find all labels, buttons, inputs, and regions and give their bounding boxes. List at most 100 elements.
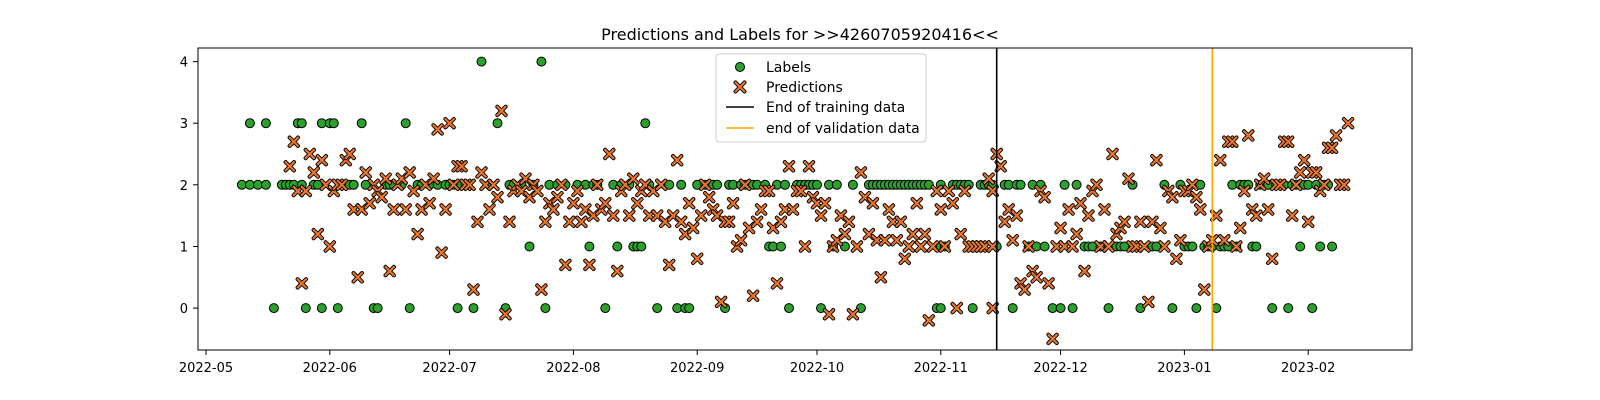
label-point [1295, 241, 1306, 252]
label-point [1119, 241, 1130, 252]
prediction-point [1341, 117, 1355, 130]
prediction-marker-fill [1274, 179, 1286, 191]
prediction-marker-fill [532, 185, 543, 197]
label-point [1039, 241, 1050, 252]
prediction-point [946, 197, 959, 210]
prediction-point [714, 295, 728, 309]
prediction-point [898, 252, 911, 265]
prediction-point [910, 197, 923, 210]
prediction-point [902, 240, 915, 253]
prediction-point [455, 160, 468, 173]
prediction-marker-fill [1011, 210, 1022, 221]
x-tick-label: 2022-11 [914, 361, 968, 376]
prediction-point [1018, 283, 1031, 296]
prediction-marker-fill [867, 198, 879, 209]
prediction-point [1294, 166, 1307, 179]
prediction-point [323, 240, 336, 253]
label-point [935, 303, 946, 314]
prediction-marker-fill [1067, 241, 1078, 252]
prediction-marker-fill [983, 173, 994, 184]
prediction-point [551, 191, 564, 204]
prediction-point [1038, 191, 1051, 204]
prediction-point [1317, 178, 1331, 191]
prediction-point [734, 234, 748, 247]
prediction-point [591, 178, 604, 191]
label-point [1151, 241, 1162, 252]
prediction-marker-fill [855, 167, 867, 178]
prediction-point [1174, 234, 1187, 247]
prediction-point [475, 166, 488, 179]
prediction-point [603, 147, 616, 161]
prediction-marker-fill [947, 198, 959, 209]
prediction-marker-fill [1330, 130, 1342, 141]
label-point [300, 303, 311, 314]
prediction-point [1250, 209, 1263, 222]
prediction-point [1302, 215, 1315, 228]
prediction-marker-fill [763, 185, 775, 197]
prediction-point [1230, 240, 1243, 253]
prediction-marker-fill [604, 148, 615, 160]
label-point [1283, 303, 1294, 314]
prediction-point [375, 191, 388, 204]
prediction-marker-fill [1302, 216, 1314, 228]
prediction-marker-fill [1243, 130, 1254, 141]
prediction-marker-fill [308, 167, 320, 178]
prediction-point [335, 178, 348, 191]
prediction-marker-fill [428, 173, 439, 184]
prediction-marker-fill [931, 185, 943, 197]
y-tick-label: 0 [180, 302, 188, 317]
prediction-marker-fill [484, 204, 495, 215]
prediction-marker-fill [1079, 265, 1090, 277]
prediction-point [703, 191, 716, 204]
label-point [1267, 303, 1278, 314]
prediction-point [427, 172, 440, 185]
label-point [712, 179, 723, 190]
prediction-marker-fill [424, 198, 435, 209]
prediction-point [583, 258, 596, 272]
prediction-point [399, 203, 412, 216]
label-point [652, 303, 663, 314]
label-point [400, 118, 411, 129]
prediction-point [774, 215, 788, 228]
prediction-marker-fill [440, 204, 451, 215]
prediction-marker-fill [843, 216, 855, 228]
prediction-point [1162, 184, 1175, 198]
prediction-marker-fill [1338, 179, 1350, 191]
prediction-marker-fill [564, 216, 575, 228]
prediction-marker-fill [959, 185, 970, 197]
prediction-marker-fill [488, 179, 499, 191]
prediction-point [1054, 221, 1067, 235]
prediction-marker-fill [663, 259, 675, 271]
prediction-marker-fill [771, 278, 783, 289]
prediction-point [878, 234, 892, 247]
prediction-point [762, 184, 776, 198]
prediction-point [383, 264, 396, 278]
prediction-point [922, 314, 935, 327]
label-point [348, 179, 359, 190]
y-tick-label: 3 [180, 117, 188, 132]
prediction-point [726, 197, 740, 210]
prediction-point [403, 166, 416, 179]
label-point [664, 179, 675, 190]
prediction-point [1074, 197, 1087, 210]
label-point [468, 303, 479, 314]
prediction-marker-fill [675, 216, 687, 228]
prediction-point [1310, 166, 1323, 179]
prediction-point [623, 209, 636, 222]
prediction-marker-fill [1282, 136, 1294, 147]
axes-frame [197, 47, 1413, 351]
prediction-marker-fill [935, 204, 947, 215]
prediction-point [1262, 203, 1275, 216]
prediction-point [487, 178, 500, 191]
prediction-point [599, 197, 612, 210]
prediction-point [982, 172, 995, 185]
label-point [360, 179, 371, 190]
prediction-point [986, 184, 999, 198]
prediction-marker-fill [723, 216, 735, 228]
prediction-point [1194, 203, 1207, 216]
prediction-marker-fill [987, 241, 998, 252]
prediction-marker-fill [1318, 179, 1330, 191]
label-point [1007, 303, 1018, 314]
prediction-point [379, 172, 392, 185]
label-point [244, 118, 255, 129]
